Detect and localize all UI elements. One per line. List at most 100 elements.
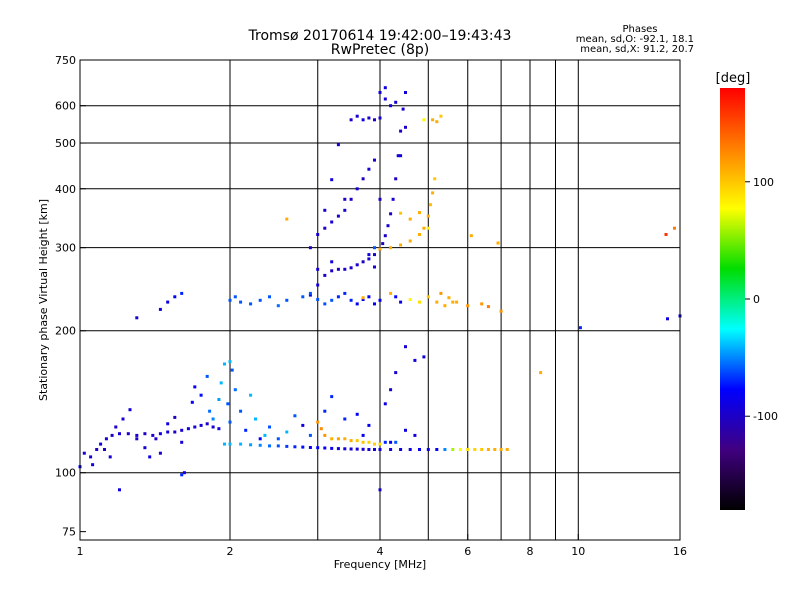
data-point — [539, 371, 542, 374]
data-point — [268, 295, 271, 298]
data-point — [367, 295, 370, 298]
data-point — [249, 443, 252, 446]
y-tick-label: 500 — [55, 137, 76, 150]
data-point — [217, 427, 220, 430]
data-point — [343, 447, 346, 450]
data-point — [103, 448, 106, 451]
data-point — [362, 118, 365, 121]
x-tick-label: 16 — [673, 545, 687, 558]
data-point — [373, 443, 376, 446]
data-point — [362, 441, 365, 444]
data-point — [356, 263, 359, 266]
data-point — [173, 295, 176, 298]
data-point — [350, 198, 353, 201]
data-point — [159, 432, 162, 435]
data-point — [379, 198, 382, 201]
data-point — [379, 488, 382, 491]
data-point — [422, 227, 425, 230]
data-point — [316, 446, 319, 449]
data-point — [402, 108, 405, 111]
data-point — [135, 316, 138, 319]
data-point — [487, 448, 490, 451]
data-point — [427, 295, 430, 298]
data-point — [206, 375, 209, 378]
data-point — [200, 424, 203, 427]
data-point — [343, 418, 346, 421]
data-point — [330, 437, 333, 440]
data-point — [316, 284, 319, 287]
data-point — [114, 426, 117, 429]
data-point — [443, 304, 446, 307]
x-tick-label: 10 — [571, 545, 585, 558]
data-point — [330, 178, 333, 181]
data-point — [666, 317, 669, 320]
data-point — [193, 385, 196, 388]
data-point — [418, 301, 421, 304]
data-point — [343, 198, 346, 201]
data-point — [435, 448, 438, 451]
data-point — [404, 345, 407, 348]
data-point — [323, 434, 326, 437]
data-point — [212, 426, 215, 429]
data-point — [309, 446, 312, 449]
data-point — [323, 209, 326, 212]
data-point — [249, 302, 252, 305]
data-point — [379, 299, 382, 302]
data-point — [337, 295, 340, 298]
data-point — [330, 221, 333, 224]
data-point — [330, 299, 333, 302]
x-tick-label: 1 — [77, 545, 84, 558]
data-point — [268, 426, 271, 429]
data-point — [151, 434, 154, 437]
data-point — [343, 209, 346, 212]
data-point — [367, 168, 370, 171]
data-point — [159, 308, 162, 311]
x-tick-label: 4 — [377, 545, 384, 558]
data-point — [159, 452, 162, 455]
data-point — [435, 120, 438, 123]
data-point — [293, 414, 296, 417]
data-point — [389, 448, 392, 451]
data-point — [187, 427, 190, 430]
data-point — [350, 448, 353, 451]
data-point — [223, 363, 226, 366]
data-point — [118, 432, 121, 435]
data-point — [459, 448, 462, 451]
colorbar — [720, 88, 745, 510]
data-point — [143, 446, 146, 449]
data-point — [180, 429, 183, 432]
chart-subtitle: RwPretec (8p) — [331, 42, 429, 58]
data-point — [254, 418, 257, 421]
y-tick-label: 400 — [55, 183, 76, 196]
data-point — [389, 292, 392, 295]
data-point — [394, 441, 397, 444]
data-point — [384, 441, 387, 444]
data-point — [497, 242, 500, 245]
data-point — [500, 310, 503, 313]
data-point — [404, 429, 407, 432]
data-point — [427, 215, 430, 218]
data-point — [431, 118, 434, 121]
data-point — [389, 388, 392, 391]
data-point — [263, 434, 266, 437]
data-point — [409, 298, 412, 301]
colorbar-tick-label: 0 — [753, 293, 760, 306]
data-point — [99, 443, 102, 446]
data-point — [362, 177, 365, 180]
y-tick-label: 100 — [55, 467, 76, 480]
y-tick-label: 75 — [62, 526, 76, 539]
data-point — [418, 233, 421, 236]
colorbar-label: [deg] — [716, 71, 751, 86]
data-point — [367, 424, 370, 427]
data-point — [435, 301, 438, 304]
data-point — [480, 448, 483, 451]
data-point — [337, 447, 340, 450]
data-point — [665, 233, 668, 236]
data-point — [429, 203, 432, 206]
data-point — [323, 274, 326, 277]
data-point — [323, 302, 326, 305]
data-point — [473, 448, 476, 451]
data-point — [323, 227, 326, 230]
data-point — [379, 443, 382, 446]
data-point — [399, 130, 402, 133]
